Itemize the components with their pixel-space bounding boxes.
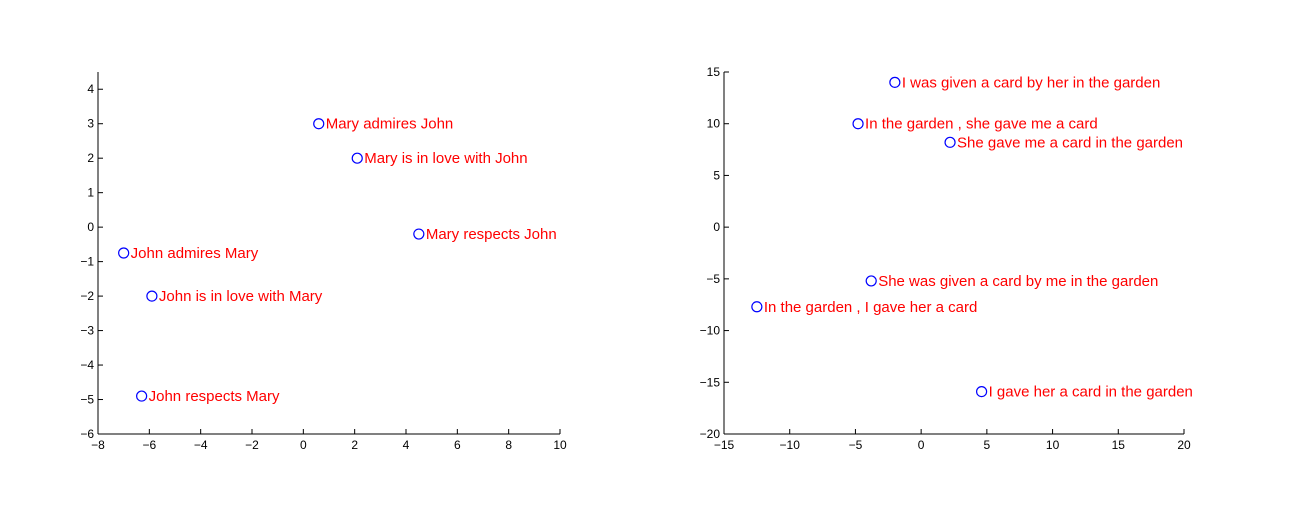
x-tick-label: 6 — [454, 438, 461, 452]
data-point-marker — [944, 136, 956, 148]
x-tick-label: 8 — [505, 438, 512, 452]
y-tick-label: −2 — [80, 289, 94, 303]
data-point-label: She gave me a card in the garden — [957, 134, 1183, 151]
y-tick-label: 0 — [713, 220, 720, 234]
data-point-marker — [146, 290, 158, 302]
y-tick-label: −6 — [80, 427, 94, 441]
data-point-label: I was given a card by her in the garden — [902, 74, 1161, 91]
data-point-label: Mary is in love with John — [364, 150, 527, 167]
x-tick-label: 20 — [1177, 438, 1191, 452]
y-tick-label: 5 — [713, 168, 720, 182]
y-tick-label: −4 — [80, 358, 94, 372]
y-tick-label: −15 — [700, 375, 721, 389]
data-point-label: In the garden , she gave me a card — [865, 116, 1098, 133]
data-point-label: Mary admires John — [326, 116, 454, 133]
y-tick-label: 1 — [87, 186, 94, 200]
data-point-label: In the garden , I gave her a card — [764, 299, 977, 316]
x-tick-label: −4 — [194, 438, 208, 452]
data-point-marker — [865, 275, 877, 287]
data-point-marker — [751, 301, 763, 313]
x-tick-label: 0 — [300, 438, 307, 452]
data-point-label: She was given a card by me in the garden — [878, 273, 1158, 290]
y-tick-label: 2 — [87, 151, 94, 165]
x-tick-label: −8 — [91, 438, 105, 452]
x-tick-label: 10 — [553, 438, 567, 452]
x-tick-label: 10 — [1046, 438, 1060, 452]
data-point-marker — [118, 247, 130, 259]
x-tick-label: −15 — [714, 438, 735, 452]
y-tick-label: 15 — [707, 65, 721, 79]
y-tick-label: 10 — [707, 117, 721, 131]
data-point-label: John admires Mary — [131, 245, 259, 262]
data-point-marker — [975, 385, 988, 398]
y-tick-label: 0 — [87, 220, 94, 234]
y-tick-label: −3 — [80, 324, 94, 338]
x-tick-label: 0 — [918, 438, 925, 452]
data-point-marker — [313, 118, 325, 130]
data-point-marker — [889, 76, 901, 88]
x-tick-label: −5 — [849, 438, 863, 452]
x-tick-label: −10 — [780, 438, 801, 452]
data-point-label: I gave her a card in the garden — [989, 384, 1193, 401]
data-point-marker — [413, 228, 425, 240]
x-tick-label: 5 — [984, 438, 991, 452]
y-tick-label: −1 — [80, 255, 94, 269]
data-point-label: John is in love with Mary — [159, 288, 323, 305]
data-point-marker — [852, 118, 864, 130]
y-tick-label: −5 — [80, 393, 94, 407]
x-tick-label: 15 — [1112, 438, 1126, 452]
y-tick-label: 3 — [87, 117, 94, 131]
data-point-marker — [351, 152, 363, 164]
y-tick-label: −10 — [700, 324, 721, 338]
data-point-label: Mary respects John — [426, 226, 557, 243]
x-tick-label: −2 — [245, 438, 259, 452]
data-point-marker — [136, 390, 148, 402]
y-tick-label: −20 — [700, 427, 721, 441]
x-tick-label: 2 — [351, 438, 358, 452]
data-point-label: John respects Mary — [149, 388, 280, 405]
y-tick-label: 4 — [87, 82, 94, 96]
y-tick-label: −5 — [706, 272, 720, 286]
x-tick-label: −6 — [142, 438, 156, 452]
x-tick-label: 4 — [403, 438, 410, 452]
